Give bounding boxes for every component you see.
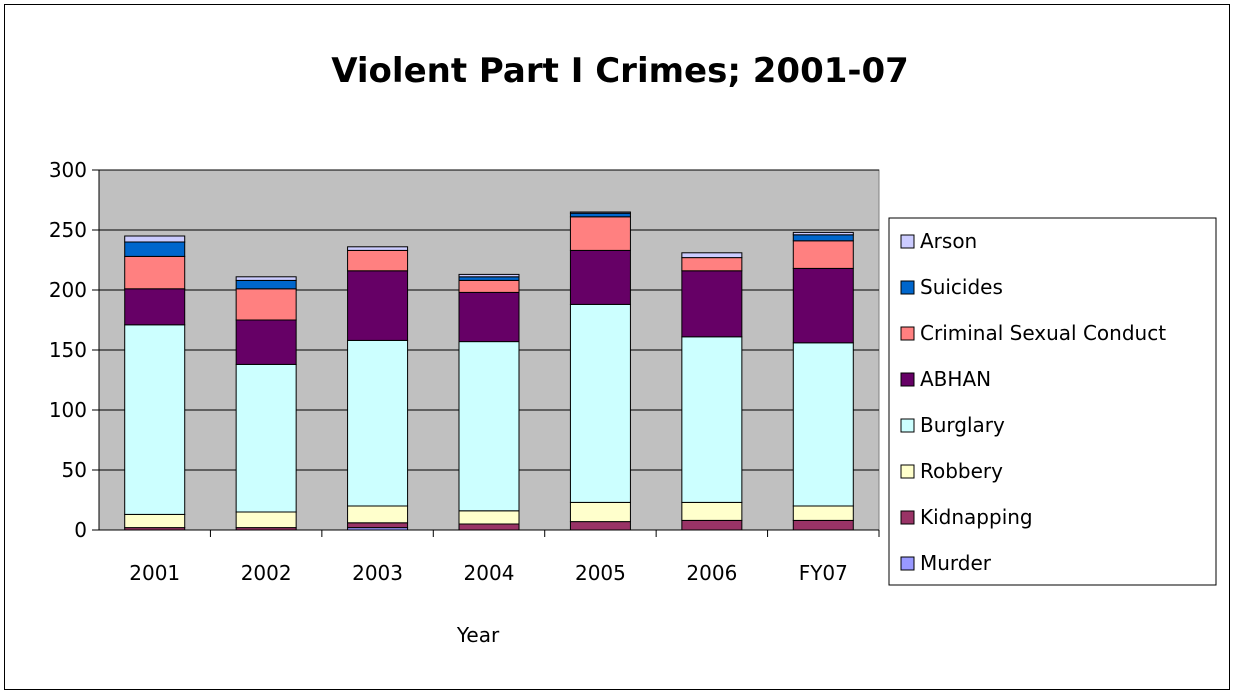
bar-segment: [124, 241, 186, 257]
bar-segment: [347, 246, 409, 251]
bar-segment: [681, 252, 743, 259]
x-tick-label: 2004: [464, 561, 515, 585]
bar-segment: [458, 341, 520, 512]
bar-segment: [124, 235, 186, 243]
bar-segment: [124, 255, 186, 290]
x-tick-label: FY07: [799, 561, 848, 585]
bar-segment: [235, 363, 297, 513]
bar-segment: [569, 249, 631, 305]
bar-segment: [569, 211, 631, 214]
bar-segment: [792, 231, 854, 236]
legend-swatch: [900, 556, 915, 571]
legend-label: Robbery: [920, 459, 1003, 483]
bar-segment: [792, 519, 854, 531]
bar-segment: [569, 521, 631, 531]
bar-segment: [458, 291, 520, 343]
legend-label: Murder: [920, 551, 992, 575]
legend-swatch: [900, 280, 915, 295]
bar-segment: [681, 519, 743, 531]
y-tick-label: 50: [62, 458, 87, 482]
bar-segment: [458, 523, 520, 531]
bar-segment: [792, 240, 854, 269]
bar-segment: [681, 336, 743, 503]
y-tick-label: 300: [49, 158, 87, 182]
legend-label: Criminal Sexual Conduct: [920, 321, 1166, 345]
legend-label: Arson: [920, 229, 977, 253]
bar-segment: [124, 513, 186, 529]
bar-segment: [569, 501, 631, 523]
y-tick-label: 200: [49, 278, 87, 302]
legend-label: Suicides: [920, 275, 1003, 299]
legend-swatch: [900, 234, 915, 249]
legend-swatch: [900, 510, 915, 525]
axes: 0 50 100 150 200 250 300 2001 2002 2003 2004 2005 20…: [49, 158, 880, 585]
bar-segment: [235, 279, 297, 290]
bar-segment: [458, 273, 520, 278]
bar-segment: [235, 288, 297, 321]
x-tick-label: 2002: [241, 561, 292, 585]
bar-segment: [124, 324, 186, 515]
legend-label: Kidnapping: [920, 505, 1033, 529]
y-tick-label: 0: [74, 518, 87, 542]
bar-segment: [681, 501, 743, 521]
bar-segment: [458, 510, 520, 525]
bar-segment: [792, 342, 854, 507]
bar-segment: [792, 505, 854, 521]
legend-label: ABHAN: [920, 367, 991, 391]
legend-box: [888, 217, 1217, 586]
x-axis-label: Year: [456, 623, 500, 647]
bar-segment: [681, 270, 743, 338]
bar-segment: [792, 267, 854, 344]
bar-segment: [681, 257, 743, 272]
legend-swatch: [900, 326, 915, 341]
legend-swatch: [900, 372, 915, 387]
bar-segment: [569, 216, 631, 251]
bar-segment: [347, 522, 409, 529]
x-tick-label: 2005: [575, 561, 626, 585]
x-tick-label: 2006: [686, 561, 737, 585]
bar-segment: [347, 249, 409, 272]
bar-segment: [458, 276, 520, 281]
bar-segment: [347, 505, 409, 524]
legend-label: Burglary: [920, 413, 1005, 437]
bar-segment: [347, 270, 409, 341]
bar-segment: [235, 511, 297, 529]
x-tick-label: 2003: [352, 561, 403, 585]
bar-segment: [347, 339, 409, 507]
legend-swatch: [900, 418, 915, 433]
legend-swatch: [900, 464, 915, 479]
bar-segment: [124, 288, 186, 326]
x-tick-label: 2001: [129, 561, 180, 585]
bar-segment: [458, 279, 520, 293]
bar-segment: [569, 303, 631, 503]
bar-segment: [569, 212, 631, 218]
y-tick-label: 250: [49, 218, 87, 242]
y-tick-label: 100: [49, 398, 87, 422]
bar-segment: [792, 234, 854, 242]
chart-title: Violent Part I Crimes; 2001-07: [331, 51, 909, 91]
y-tick-label: 150: [49, 338, 87, 362]
bar-segment: [235, 276, 297, 281]
legend: Arson Suicides Criminal Sexual Conduct ABHA…: [888, 217, 1217, 586]
bar-segment: [235, 319, 297, 365]
